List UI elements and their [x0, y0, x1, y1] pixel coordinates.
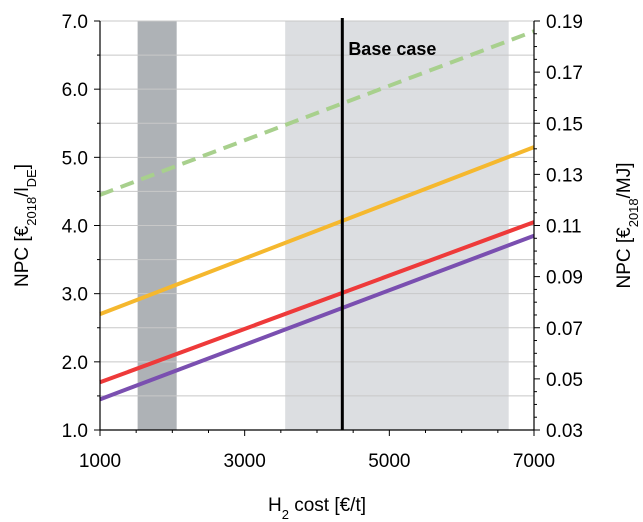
- base-case-label: Base case: [348, 39, 436, 59]
- y-left-tick-label: 6.0: [62, 80, 88, 101]
- y-left-tick-label: 7.0: [62, 12, 88, 33]
- y-left-tick-label: 4.0: [62, 217, 88, 238]
- y-left-tick-label: 2.0: [62, 353, 88, 374]
- y-right-tick-label: 0.11: [546, 217, 582, 238]
- series-line-0: [99, 29, 535, 197]
- series-line-3: [99, 233, 535, 402]
- y-right-tick-label: 0.07: [546, 319, 583, 340]
- grid-lines: [100, 20, 534, 431]
- y-right-tick-label: 0.17: [546, 63, 583, 84]
- y-right-tick-label: 0.15: [546, 114, 583, 135]
- x-tick-label: 7000: [513, 451, 555, 472]
- y-right-tick-label: 0.13: [546, 165, 583, 186]
- y-axis-right-label: NPC [€2018/MJ]: [614, 162, 641, 288]
- y-left-tick-label: 5.0: [62, 148, 88, 169]
- y-right-tick-label: 0.19: [546, 12, 583, 33]
- series-line-1: [99, 145, 535, 316]
- x-tick-label: 1000: [79, 451, 121, 472]
- y-left-tick-label: 3.0: [62, 285, 88, 306]
- series-line-2: [99, 220, 535, 385]
- y-right-tick-label: 0.05: [546, 370, 583, 391]
- y-axis-left-label: NPC [€2018/lDE]: [12, 164, 39, 287]
- series-lines: [99, 29, 535, 402]
- x-axis-label: H2 cost [€/t]: [268, 495, 366, 522]
- base-case-marker: Base case: [340, 18, 436, 430]
- x-tick-label: 5000: [368, 451, 410, 472]
- y-right-tick-label: 0.03: [546, 421, 583, 442]
- y-right-tick-label: 0.09: [546, 268, 583, 289]
- axes: 1.0 2.0 3.0 4.0 5.0 6.0 7.0 0.03 0.05 0.07 0.09 0.1…: [62, 12, 583, 472]
- y-left-tick-label: 1.0: [62, 421, 88, 442]
- x-tick-label: 3000: [224, 451, 266, 472]
- axis-labels: H2 cost [€/t] NPC [€2018/lDE] NPC [€2018…: [12, 162, 641, 521]
